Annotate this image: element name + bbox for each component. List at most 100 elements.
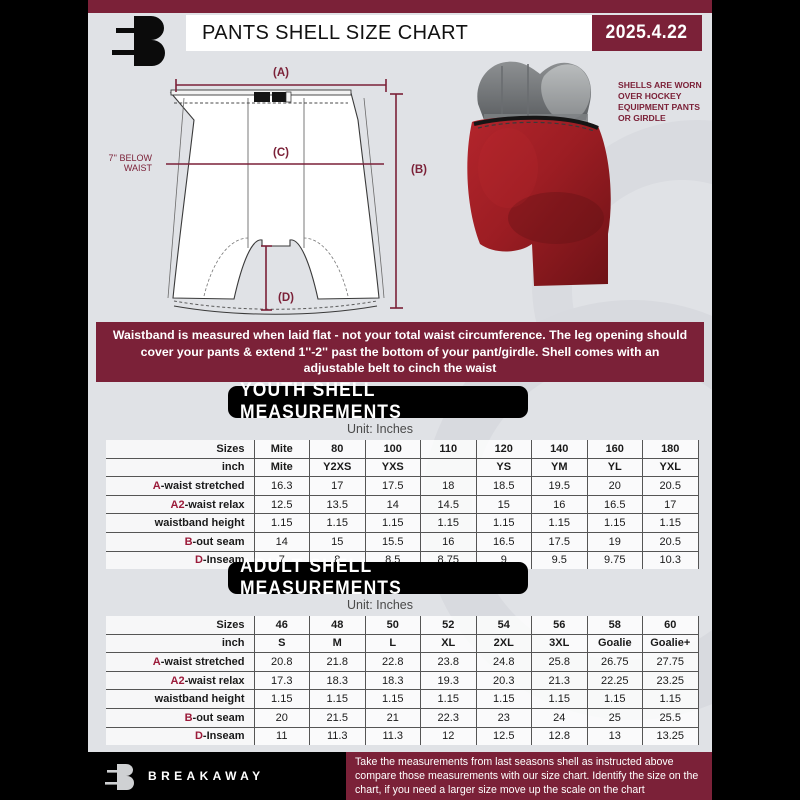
row-label: A2-waist relax: [106, 494, 255, 515]
table-cell: 140: [531, 440, 588, 459]
table-cell: Goalie+: [642, 633, 699, 654]
table-cell: 25.5: [642, 707, 699, 728]
shell-technical-diagram: (A) (B) (C) (D) 7'' BELOW WAIST: [109, 67, 427, 315]
table-cell: 12.5: [475, 726, 532, 746]
table-cell: 9.75: [586, 550, 643, 570]
table-cell: YXS: [364, 457, 421, 478]
dim-label-d: (D): [278, 292, 294, 304]
table-cell: 9.5: [531, 550, 588, 570]
shell-body: [467, 116, 611, 286]
page-title: PANTS SHELL SIZE CHART: [202, 21, 469, 44]
table-cell: 15: [309, 531, 366, 552]
table-cell: 1.15: [309, 513, 366, 533]
table-cell: 20.3: [475, 670, 532, 691]
table-row: A2-waist relax 17.3 18.3 18.3 19.3 20.3 21.3 22…: [106, 670, 699, 691]
table-cell: 18.3: [309, 670, 366, 691]
table-cell: 1.15: [586, 513, 643, 533]
table-cell: 2XL: [475, 633, 532, 654]
photo-note-line1: SHELLS ARE WORN: [618, 80, 702, 90]
footer-instruction-text: Take the measurements from last seasons …: [355, 756, 699, 796]
table-row: Sizes 46 48 50 52 54 56 58 60: [106, 616, 699, 635]
table-cell: 23.25: [642, 670, 699, 691]
table-cell: 21.5: [309, 707, 366, 728]
table-cell: YXL: [642, 457, 699, 478]
table-cell: 21.3: [531, 670, 588, 691]
row-label: D-Inseam: [106, 726, 255, 746]
title-box: PANTS SHELL SIZE CHART: [186, 15, 592, 51]
table-cell: 18.5: [475, 476, 532, 496]
table-cell: 24.8: [475, 652, 532, 672]
row-label-prefix: B: [184, 711, 193, 724]
table-cell: 16.5: [475, 531, 532, 552]
adult-title-text: ADULT SHELL MEASUREMENTS: [240, 556, 402, 599]
table-cell: 50: [364, 616, 421, 635]
table-cell: 20: [253, 707, 310, 728]
table-cell: 19: [586, 531, 643, 552]
table-cell: 19.5: [531, 476, 588, 496]
table-cell: 13: [586, 726, 643, 746]
table-row: Sizes Mite 80 100 110 120 140 160 180: [106, 440, 699, 459]
date-text: 2025.4.22: [606, 22, 688, 43]
table-cell: 54: [475, 616, 532, 635]
row-label: A-waist stretched: [106, 652, 255, 672]
table-cell: 12.8: [531, 726, 588, 746]
youth-table-body: Sizes Mite 80 100 110 120 140 160 180 inch Mite Y2X…: [106, 440, 699, 570]
table-cell: 14: [253, 531, 310, 552]
table-cell: 60: [642, 616, 699, 635]
measurement-instructions-banner: Waistband is measured when laid flat - n…: [96, 322, 704, 382]
table-cell: YM: [531, 457, 588, 478]
table-row: waistband height 1.15 1.15 1.15 1.15 1.15 1.15…: [106, 689, 699, 709]
table-cell: [420, 457, 477, 478]
table-cell: 56: [531, 616, 588, 635]
row-label: B-out seam: [106, 707, 255, 728]
table-cell: 22.8: [364, 652, 421, 672]
table-cell: 25.8: [531, 652, 588, 672]
breakaway-b-logo-icon: [112, 16, 165, 66]
product-photo: SHELLS ARE WORN OVER HOCKEY EQUIPMENT PA…: [467, 61, 702, 286]
table-cell: 25: [586, 707, 643, 728]
row-label: inch: [106, 457, 255, 478]
row-label-prefix: B: [184, 535, 193, 548]
table-cell: 27.75: [642, 652, 699, 672]
row-label-prefix: D: [194, 554, 203, 567]
table-cell: 1.15: [309, 689, 366, 709]
table-cell: Mite: [253, 440, 310, 459]
table-cell: 20.8: [253, 652, 310, 672]
youth-unit-label: Unit: Inches: [346, 422, 413, 436]
table-cell: 23: [475, 707, 532, 728]
date-badge: 2025.4.22: [592, 15, 702, 51]
table-cell: 46: [253, 616, 310, 635]
dim-label-c: (C): [273, 147, 289, 159]
table-cell: 20.5: [642, 476, 699, 496]
table-cell: 1.15: [586, 689, 643, 709]
below-waist-label-line2: WAIST: [124, 163, 153, 173]
table-cell: 23.8: [420, 652, 477, 672]
right-black-rail: [712, 0, 800, 800]
table-row: B-out seam 14 15 15.5 16 16.5 17.5 19 20.5: [106, 531, 699, 552]
table-cell: 1.15: [531, 689, 588, 709]
table-cell: 10.3: [642, 550, 699, 570]
size-chart-page: PANTS SHELL SIZE CHART 2025.4.22: [88, 0, 712, 800]
photo-note-line3: EQUIPMENT PANTS: [618, 102, 700, 112]
table-cell: 1.15: [253, 513, 310, 533]
table-cell: S: [253, 633, 310, 654]
table-cell: 1.15: [420, 689, 477, 709]
photo-note-line2: OVER HOCKEY: [618, 91, 682, 101]
footer-brand-name: BREAKAWAY: [148, 769, 265, 783]
table-cell: 14: [364, 494, 421, 515]
table-cell: 11.3: [364, 726, 421, 746]
dim-label-a: (A): [273, 67, 289, 79]
table-cell: 100: [364, 440, 421, 459]
table-row: A2-waist relax 12.5 13.5 14 14.5 15 16 16.5 17: [106, 494, 699, 515]
table-cell: 11: [253, 726, 310, 746]
table-cell: 1.15: [420, 513, 477, 533]
table-cell: 58: [586, 616, 643, 635]
table-cell: 16: [420, 531, 477, 552]
below-waist-label-line1: 7'' BELOW: [109, 153, 153, 163]
table-cell: L: [364, 633, 421, 654]
table-cell: 110: [420, 440, 477, 459]
table-cell: 1.15: [642, 513, 699, 533]
table-cell: 15.5: [364, 531, 421, 552]
table-cell: Goalie: [586, 633, 643, 654]
table-cell: 13.25: [642, 726, 699, 746]
